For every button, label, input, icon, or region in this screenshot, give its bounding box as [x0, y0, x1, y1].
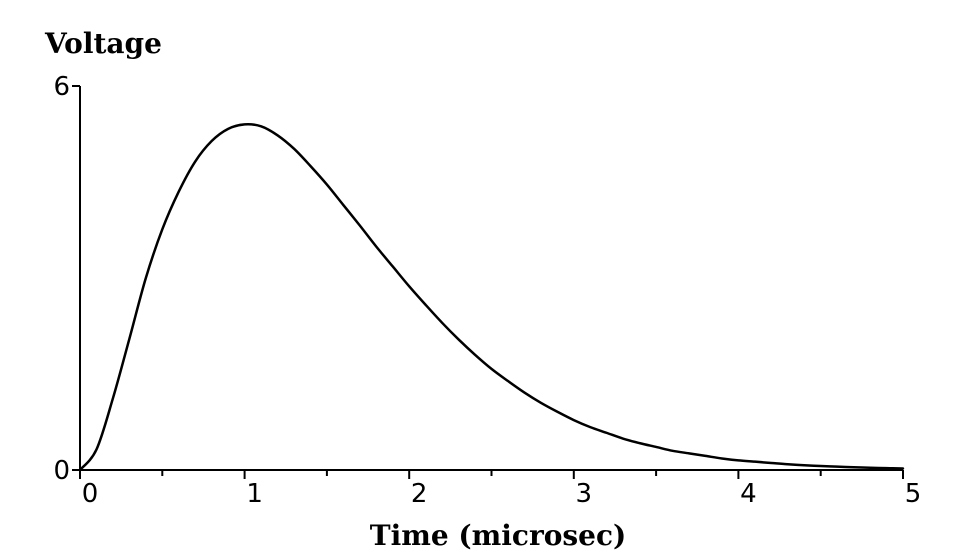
x-tick-label: 3	[576, 479, 593, 509]
y-tick-label: 0	[53, 456, 70, 486]
voltage-series-line	[78, 123, 905, 472]
axes	[79, 86, 903, 471]
x-tick-label: 4	[740, 479, 757, 509]
ticks: 0 1 2 3 4 5 0 6	[53, 72, 921, 509]
y-axis-title: Voltage	[44, 27, 162, 60]
x-axis-title: Time (microsec)	[370, 519, 627, 552]
y-tick-label: 6	[53, 72, 70, 102]
x-tick-label: 0	[82, 479, 99, 509]
plot-area	[78, 123, 905, 472]
x-tick-label: 5	[905, 479, 922, 509]
x-tick-label: 2	[411, 479, 428, 509]
x-tick-label: 1	[246, 479, 263, 509]
